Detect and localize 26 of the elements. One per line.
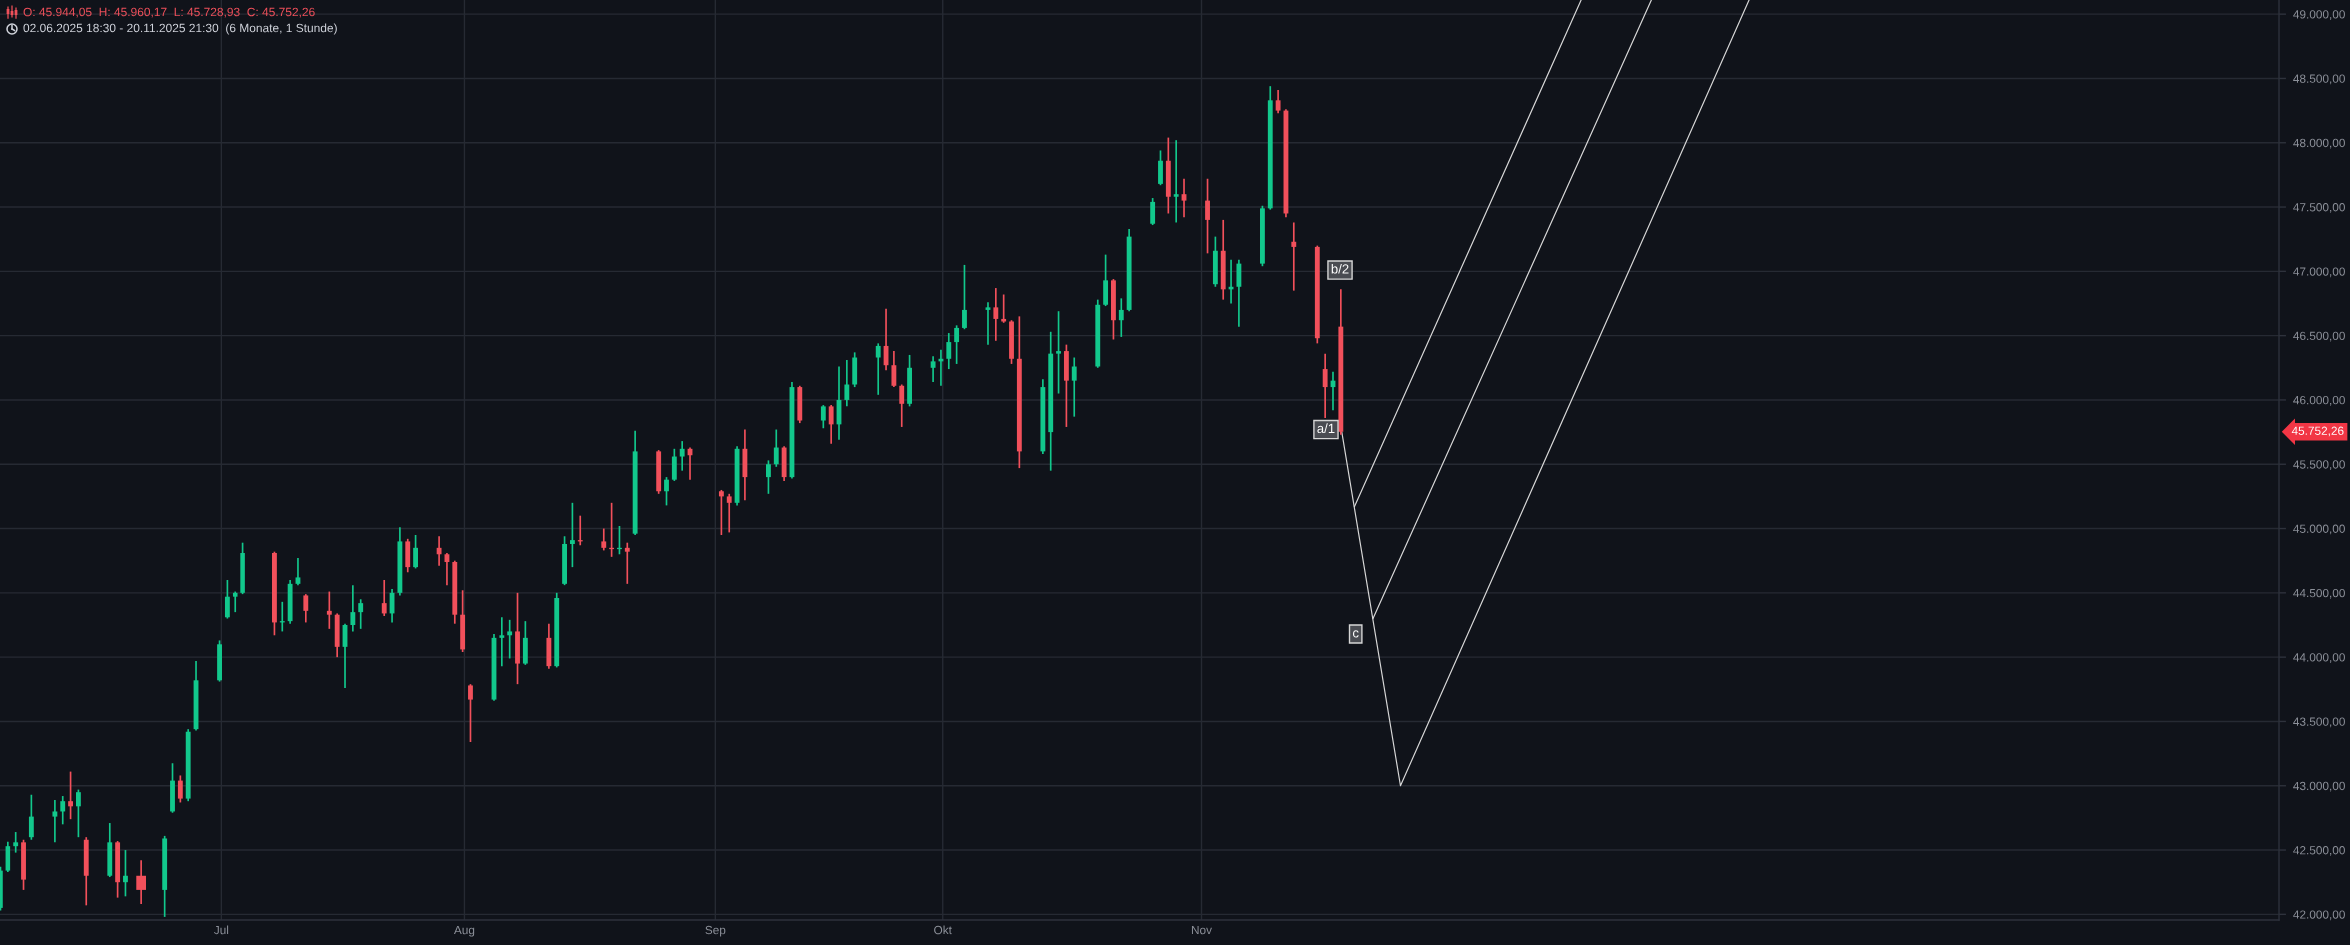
y-tick-label: 43.000,00 [2293,781,2345,792]
x-tick-label: Sep [705,925,726,937]
y-tick-label: 46.000,00 [2293,395,2345,406]
y-tick-label: 48.000,00 [2293,138,2345,149]
annotation: a/1 [1317,423,1335,434]
x-tick-label: Nov [1191,925,1212,935]
text: 02.06.2025 18:30 - 20.11.2025 21:30 (6 Monate, 1 Stunde) [23,23,337,35]
y-tick-label: 45.500,00 [2293,460,2345,471]
text: 45.752,26 [2291,426,2344,437]
x-tick-label: Aug [453,925,475,937]
y-tick-label: 44.500,00 [2293,588,2345,599]
y-tick-label: 45.000,00 [2293,524,2345,535]
y-tick-label: 44.000,00 [2293,653,2345,663]
y-tick-label: 42.000,00 [2293,910,2345,921]
y-tick-label: 46.500,00 [2293,331,2345,342]
x-tick-label: Okt [934,925,952,935]
y-tick-label: 47.500,00 [2293,203,2345,213]
x-tick-label: Jul [213,925,229,935]
annotation: c [1352,630,1359,638]
text: O: 45.944,05 H: 45.960,17 L: 45.728,93 C: 45.752,26 [23,7,315,18]
y-tick-label: 43.500,00 [2293,717,2345,728]
y-tick-label: 47.000,00 [2293,267,2345,278]
y-tick-label: 42.500,00 [2293,846,2345,856]
y-tick-label: 49.000,00 [2293,10,2345,20]
annotation: b/2 [1331,263,1349,274]
y-tick-label: 48.500,00 [2293,74,2345,85]
